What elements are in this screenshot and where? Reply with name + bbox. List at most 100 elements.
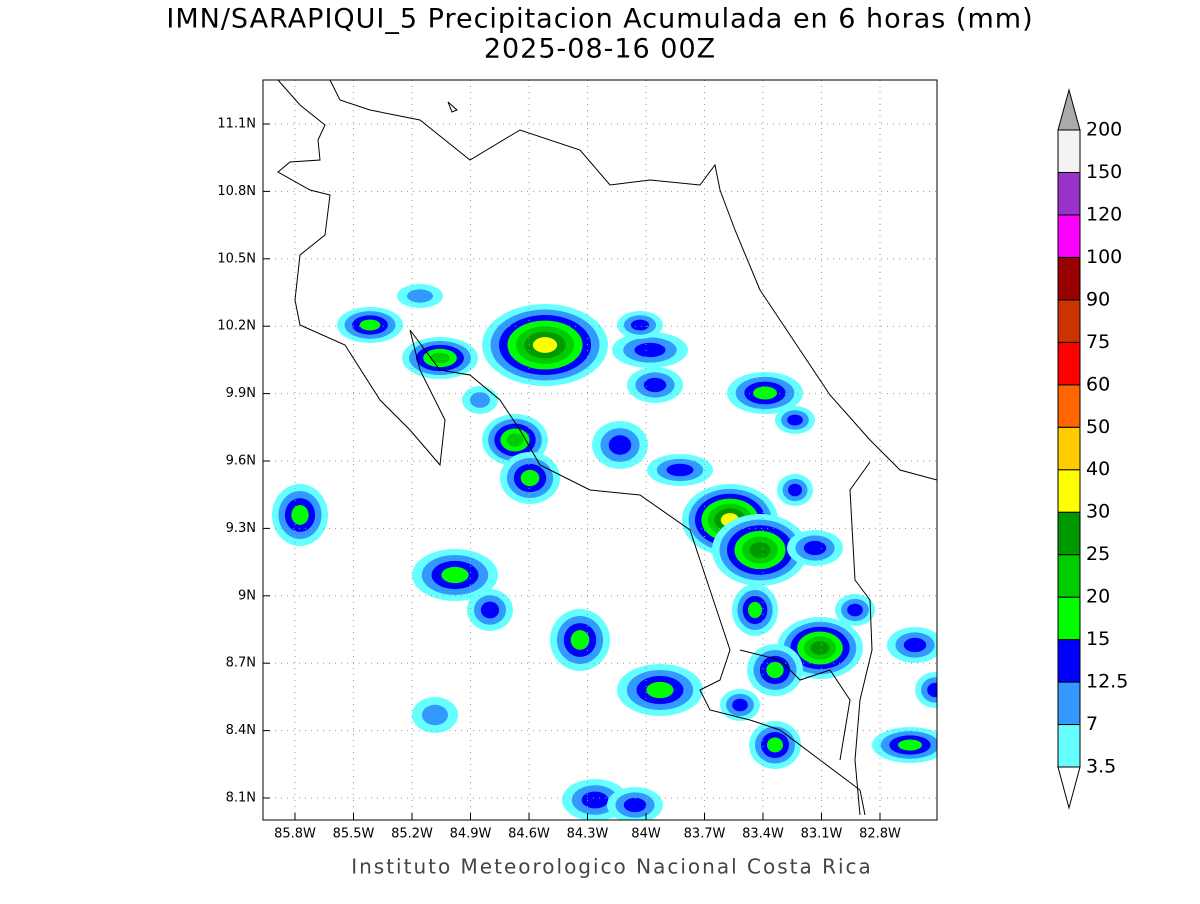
lon-label: 85.8W — [274, 827, 316, 842]
lon-label: 83.7W — [684, 827, 726, 842]
colorbar-box — [1057, 511, 1081, 556]
colorbar-label: 50 — [1086, 416, 1110, 438]
colorbar-label: 30 — [1086, 501, 1110, 523]
lat-label: 8.4N — [226, 723, 256, 738]
rain-area — [608, 435, 632, 455]
map-frame — [262, 79, 938, 821]
rain-area — [441, 566, 469, 584]
lat-label: 9.3N — [226, 521, 256, 536]
colorbar-box — [1057, 724, 1081, 768]
rain-area — [753, 386, 777, 400]
rain-area — [787, 414, 803, 426]
border — [739, 649, 851, 761]
lon-label: 83.1W — [801, 827, 843, 842]
lon-label: 82.8W — [859, 827, 901, 842]
lat-label: 9N — [238, 588, 256, 603]
colorbar-label: 75 — [1086, 331, 1110, 353]
title: IMN/SARAPIQUI_5 Precipitacion Acumulada … — [166, 4, 1033, 35]
colorbar-box — [1057, 596, 1081, 641]
rain-area — [666, 463, 694, 477]
rain-area — [422, 704, 448, 726]
lat-label: 10.5N — [217, 251, 256, 266]
colorbar: 3.5 7 12.5 15 20 25 30 40 50 60 75 90 100 120 150 200 — [1057, 88, 1128, 810]
colorbar-box — [1057, 681, 1081, 726]
island — [447, 101, 458, 113]
rain-area — [803, 540, 827, 556]
lat-label: 9.9N — [226, 386, 256, 401]
rain-area — [506, 433, 524, 447]
rain-area — [623, 797, 647, 813]
colorbar-label: 60 — [1086, 373, 1110, 395]
colorbar-box — [1057, 299, 1081, 343]
rain-area — [847, 603, 863, 617]
rain-area — [634, 342, 666, 358]
colorbar-label: 120 — [1086, 203, 1122, 225]
rain-area — [480, 601, 500, 619]
colorbar-label: 25 — [1086, 543, 1110, 565]
coastlines — [277, 80, 937, 816]
colorbar-box — [1057, 384, 1081, 428]
lon-label: 84.9W — [450, 827, 492, 842]
rain-area — [630, 319, 650, 331]
rain-area — [767, 737, 783, 753]
lon-label: 83.4W — [742, 827, 784, 842]
grid: 85.8W 85.5W 85.2W 84.9W 84.6W 84.3W 84W 83.7W 83… — [217, 80, 937, 842]
colorbar-label: 200 — [1086, 119, 1122, 141]
rain-area — [749, 542, 771, 558]
lat-label: 9.6N — [226, 454, 256, 469]
colorbar-label: 12.5 — [1086, 671, 1128, 693]
lat-label: 8.1N — [226, 791, 256, 806]
footer: Instituto Meteorologico Nacional Costa R… — [351, 855, 873, 879]
lat-label: 10.2N — [217, 319, 256, 334]
precipitation-field — [272, 284, 937, 820]
lat-label: 11.1N — [217, 117, 256, 132]
subtitle: 2025-08-16 00Z — [484, 34, 716, 65]
rain-area — [581, 791, 609, 809]
rain-area — [407, 289, 433, 303]
rain-area — [291, 505, 309, 525]
colorbar-label: 20 — [1086, 586, 1110, 608]
colorbar-box — [1057, 469, 1081, 513]
lon-label: 84.6W — [508, 827, 550, 842]
rain-area — [430, 352, 450, 364]
colorbar-label: 100 — [1086, 246, 1122, 268]
rain-area — [643, 377, 667, 393]
border — [849, 461, 873, 816]
rain-area — [788, 483, 802, 497]
colorbar-above — [1057, 88, 1081, 131]
lon-label: 84W — [631, 827, 661, 842]
rain-area — [810, 641, 830, 655]
rain-area — [766, 661, 784, 679]
colorbar-label: 40 — [1086, 458, 1110, 480]
colorbar-box — [1057, 256, 1081, 301]
colorbar-label: 15 — [1086, 628, 1110, 650]
rain-area — [470, 392, 490, 408]
colorbar-label: 150 — [1086, 161, 1122, 183]
lon-label: 84.3W — [567, 827, 609, 842]
rain-area — [532, 337, 558, 353]
colorbar-label: 90 — [1086, 288, 1110, 310]
colorbar-box — [1057, 639, 1081, 683]
colorbar-box — [1057, 426, 1081, 471]
pacific-coast — [277, 80, 866, 816]
colorbar-box — [1057, 214, 1081, 258]
colorbar-label: 7 — [1086, 713, 1098, 735]
lon-label: 85.5W — [333, 827, 375, 842]
rain-area — [748, 601, 762, 619]
colorbar-box — [1057, 171, 1081, 216]
colorbar-box — [1057, 554, 1081, 598]
lat-label: 10.8N — [217, 184, 256, 199]
colorbar-box — [1057, 129, 1081, 173]
rain-area — [732, 698, 748, 712]
rain-area — [646, 681, 674, 699]
rain-area — [359, 319, 381, 331]
colorbar-box — [1057, 341, 1081, 386]
colorbar-label: 3.5 — [1086, 756, 1116, 778]
rain-area — [903, 637, 927, 653]
rain-area — [520, 469, 540, 487]
rain-area — [570, 630, 590, 650]
lon-label: 85.2W — [391, 827, 433, 842]
colorbar-below — [1057, 766, 1081, 810]
caribbean-coast — [329, 80, 937, 481]
